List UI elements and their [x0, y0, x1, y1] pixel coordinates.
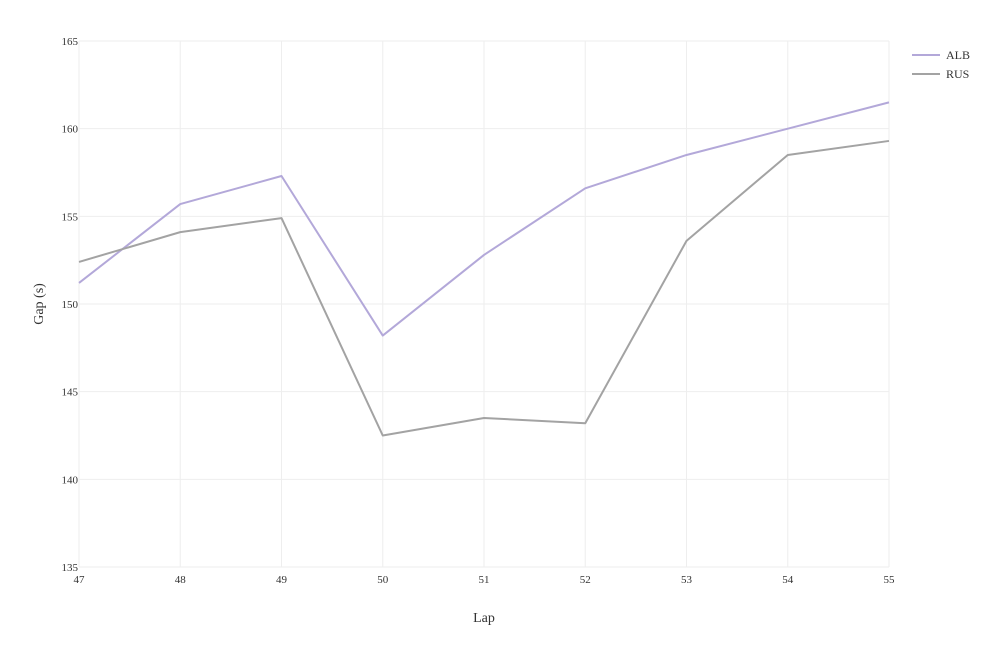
y-tick-label: 150	[62, 299, 79, 311]
x-tick-label: 52	[580, 574, 591, 586]
grid-lines	[78, 40, 890, 568]
y-tick-label: 135	[62, 562, 79, 574]
y-axis-title: Gap (s)	[32, 283, 47, 325]
legend-item-alb[interactable]: ALB	[912, 48, 970, 62]
x-tick-label: 53	[681, 574, 693, 586]
y-axis-ticks: 135 140 145 150 155 160 165	[62, 36, 79, 574]
x-tick-label: 49	[276, 574, 288, 586]
x-tick-label: 47	[74, 574, 86, 586]
x-tick-label: 51	[479, 574, 490, 586]
legend-label: RUS	[946, 67, 969, 81]
legend[interactable]: ALB RUS	[912, 48, 970, 81]
y-tick-label: 140	[62, 474, 79, 486]
x-tick-label: 55	[884, 574, 896, 586]
series-lines	[78, 101, 890, 437]
x-axis-title: Lap	[473, 611, 495, 626]
x-tick-label: 50	[377, 574, 389, 586]
y-tick-label: 160	[62, 124, 79, 136]
x-axis-ticks: 47 48 49 50 51 52 53 54 55	[74, 574, 896, 586]
series-line-rus	[78, 139, 890, 437]
y-tick-label: 145	[62, 387, 79, 399]
y-tick-label: 155	[62, 211, 79, 223]
series-line-alb	[78, 101, 890, 337]
y-tick-label: 165	[62, 36, 79, 48]
legend-item-rus[interactable]: RUS	[912, 67, 969, 81]
x-tick-label: 48	[175, 574, 187, 586]
x-tick-label: 54	[782, 574, 794, 586]
legend-label: ALB	[946, 48, 970, 62]
